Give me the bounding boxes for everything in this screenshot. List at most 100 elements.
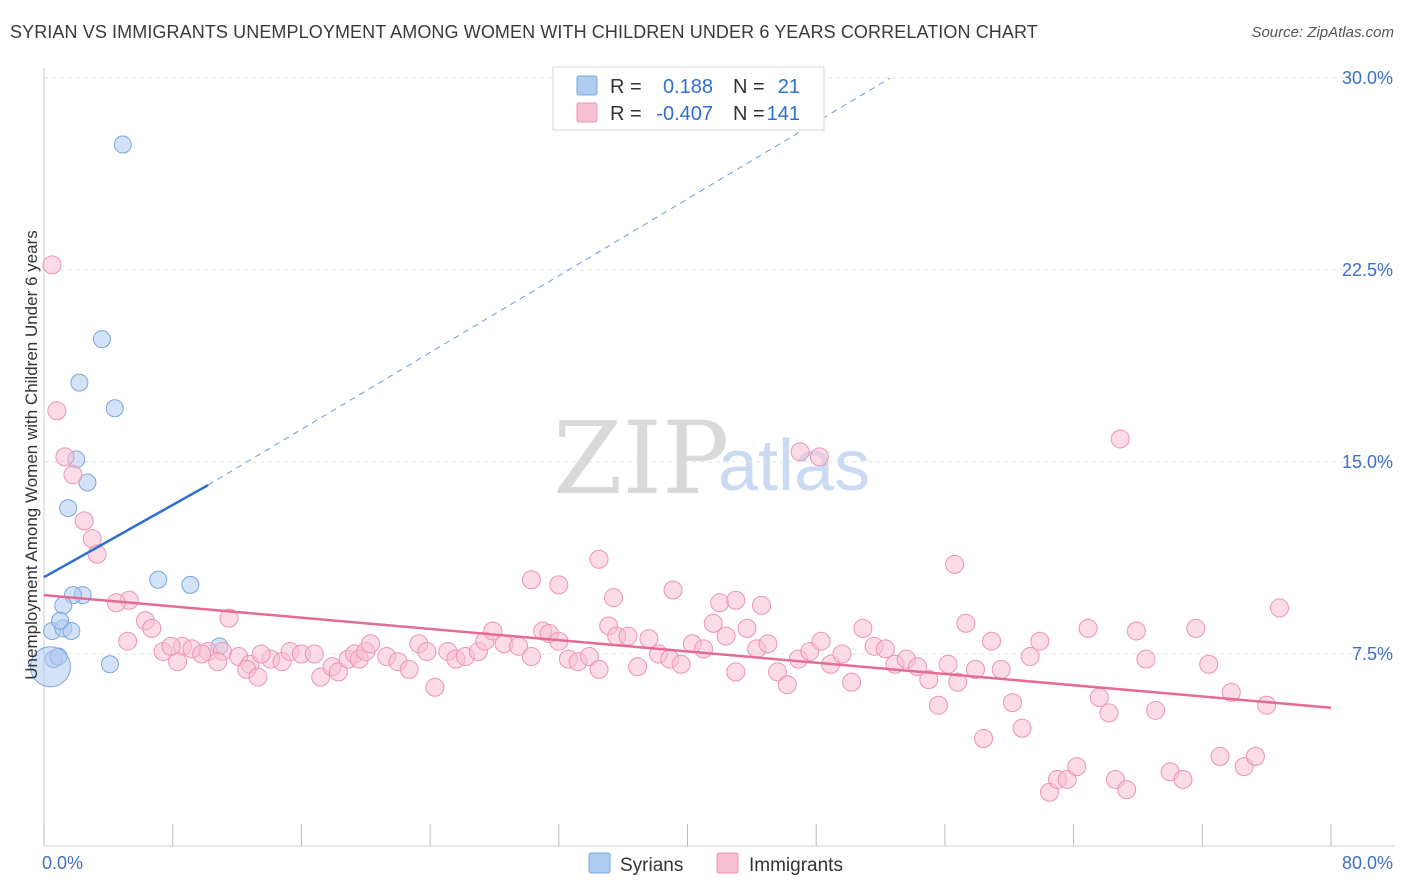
immigrants-points [42,255,1290,802]
immigrants-point [603,588,623,608]
syrians-point [113,135,132,154]
immigrants-point [945,554,965,574]
immigrants-point [1012,718,1032,738]
immigrants-point [118,631,138,651]
immigrants-trend-line [43,593,1332,710]
immigrants-r-value: -0.407 [656,103,713,125]
syrians-point [92,330,111,349]
immigrants-point [1173,769,1193,789]
syrians-r-label: R = [610,76,642,98]
immigrants-point [521,647,541,667]
watermark-atlas: atlas [718,426,870,506]
immigrants-point [671,654,691,674]
y-tick-label: 22.5% [1342,260,1393,280]
source-credit: Source: ZipAtlas.com [1251,24,1394,41]
trend-lines [43,77,1332,710]
immigrants-point [589,659,609,679]
immigrants-point [842,672,862,692]
immigrants-point [663,580,683,600]
tick-labels: 7.5% 15.0% 22.5% 30.0% 0.0% 80.0% [42,68,1393,873]
immigrants-point [956,613,976,633]
x-tick-label-min: 0.0% [42,853,83,873]
y-tick-label: 30.0% [1342,68,1393,88]
immigrants-point [42,255,62,275]
immigrants-point [74,511,94,531]
syrians-trend-extension [207,77,891,486]
immigrants-point [361,634,381,654]
y-tick-label: 7.5% [1352,644,1393,664]
x-tick-label-max: 80.0% [1342,853,1393,873]
immigrants-point [1067,757,1087,777]
immigrants-point [1020,647,1040,667]
immigrants-point [752,595,772,615]
immigrants-point [549,575,569,595]
immigrants-r-label: R = [610,103,642,125]
syrians-n-value: 21 [778,76,800,98]
immigrants-point [304,644,324,664]
immigrants-point [1136,649,1156,669]
syrians-point [51,611,70,630]
immigrants-point [694,639,714,659]
series-legend: Syrians Immigrants [588,852,843,876]
immigrants-point [768,662,788,682]
immigrants-point [928,695,948,715]
immigrants-point [809,447,829,467]
immigrants-point [63,465,83,485]
immigrants-point [758,634,778,654]
immigrants-n-value: 141 [767,103,800,125]
syrians-n-label: N = [733,76,765,98]
immigrants-point [628,657,648,677]
syrians-trend-line [43,483,209,579]
immigrants-point [982,631,1002,651]
watermark-zip: ZIP [553,400,729,517]
syrians-points [29,135,229,688]
immigrants-point [938,654,958,674]
stats-legend-box [552,66,825,131]
immigrants-point [875,639,895,659]
immigrants-point [1270,598,1290,618]
immigrants-point [1199,654,1219,674]
immigrants-point [328,662,348,682]
legend-immigrants-swatch [716,852,739,874]
syrians-point [59,499,78,518]
immigrants-point [1257,695,1277,715]
immigrants-point [1221,682,1241,702]
immigrants-point [579,647,599,667]
legend-immigrants-label: Immigrants [749,855,843,876]
syrians-point [78,473,97,492]
immigrants-point [853,618,873,638]
immigrants-point [639,629,659,649]
immigrants-point [716,626,736,646]
immigrants-point [991,659,1011,679]
syrians-point [62,621,81,640]
immigrants-point [208,652,228,672]
immigrants-point [425,677,445,697]
immigrants-point [948,672,968,692]
immigrants-swatch [576,102,598,123]
immigrants-point [811,631,831,651]
syrians-point [29,646,71,688]
immigrants-point [1110,429,1130,449]
immigrants-point [974,728,994,748]
immigrants-point [1099,703,1119,723]
immigrants-point [703,613,723,633]
immigrants-point [47,401,67,421]
immigrants-point [1089,688,1109,708]
immigrants-n-label: N = [733,103,765,125]
immigrants-point [1057,769,1077,789]
syrians-r-value: 0.188 [663,76,713,98]
syrians-point [100,655,119,674]
immigrants-point [219,608,239,628]
syrians-point [149,570,168,589]
immigrants-point [1030,631,1050,651]
immigrants-point [919,670,939,690]
immigrants-point [737,618,757,638]
immigrants-point [142,618,162,638]
legend-syrians-label: Syrians [620,855,683,876]
immigrants-point [1078,618,1098,638]
immigrants-point [521,570,541,590]
immigrants-point [777,675,797,695]
immigrants-point [832,644,852,664]
immigrants-point [726,662,746,682]
